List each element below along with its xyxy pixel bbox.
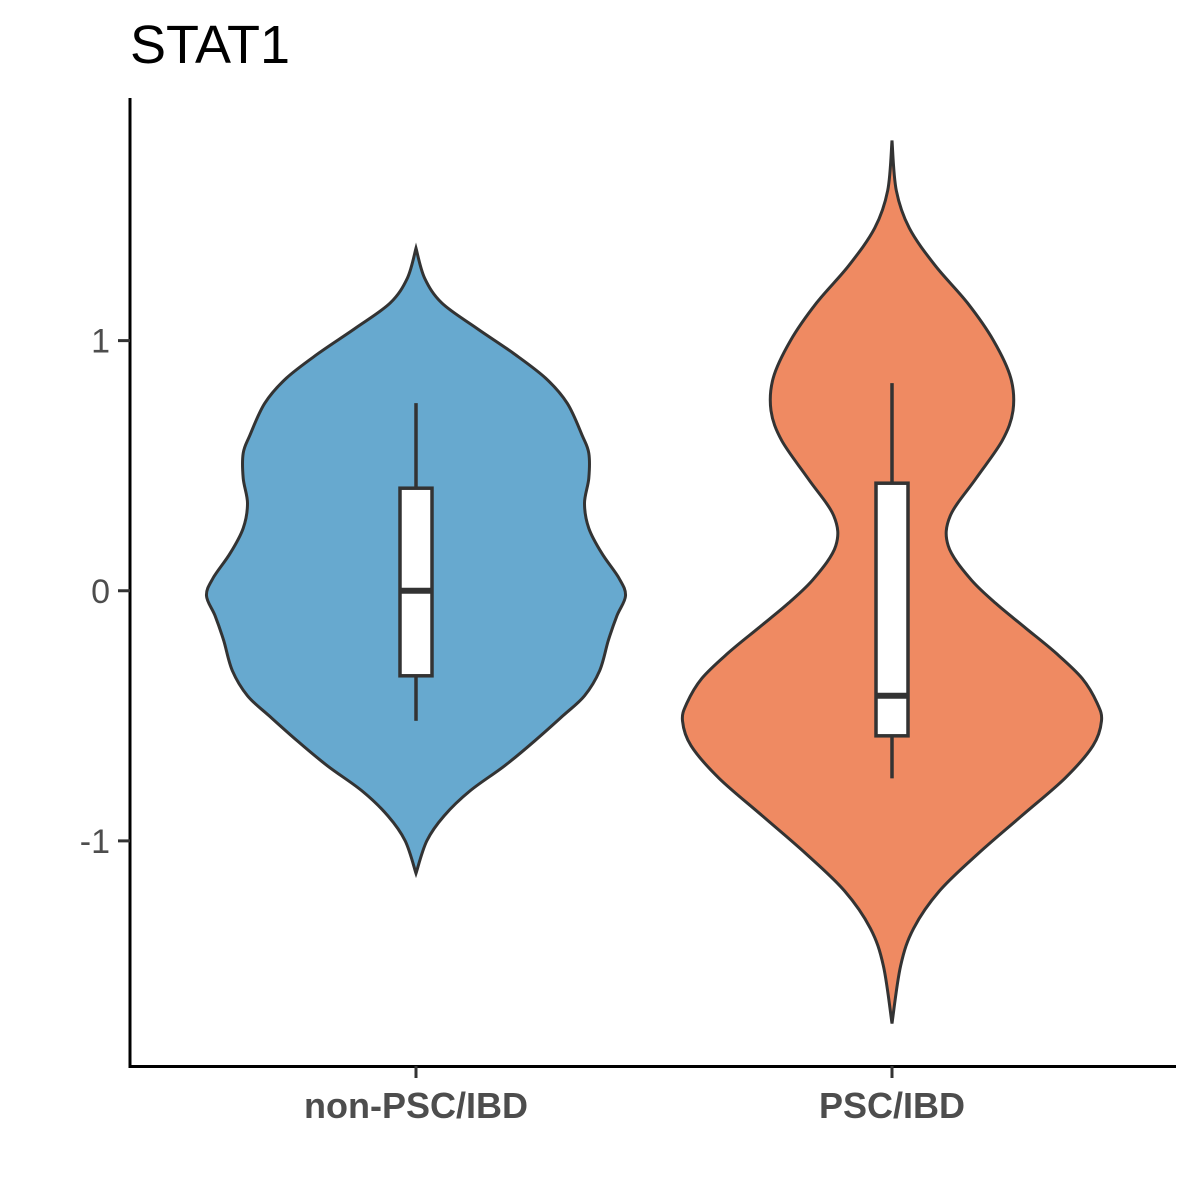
box-iqr: [398, 486, 434, 678]
violin-layer: [204, 140, 1104, 1024]
x-axis: non-PSC/IBD PSC/IBD: [128, 1065, 1176, 1126]
x-tick-label: non-PSC/IBD: [304, 1085, 528, 1126]
violin-group-1: [204, 242, 628, 879]
y-tick-label: 0: [91, 573, 110, 611]
x-tick-label: PSC/IBD: [819, 1085, 965, 1126]
y-tick-label: 1: [91, 323, 110, 361]
y-axis: 1 0 -1: [80, 98, 132, 1067]
violin-group-2: [680, 140, 1104, 1024]
chart-title: STAT1: [130, 15, 290, 75]
y-tick-label: -1: [80, 823, 110, 861]
